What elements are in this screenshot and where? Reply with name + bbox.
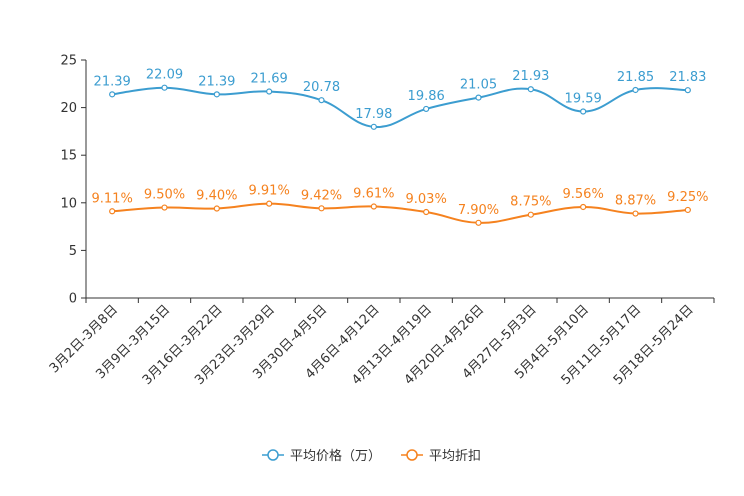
series-layer: 21.39 22.09 21.39 21.69 20.78 17.98 19.86 21.05…: [92, 68, 708, 226]
data-label: 21.05: [460, 78, 497, 93]
data-point: [527, 86, 534, 93]
series-line: [112, 86, 688, 128]
data-label: 19.59: [565, 92, 602, 107]
y-tick-label: 25: [60, 54, 77, 69]
data-label: 19.86: [408, 89, 445, 104]
series-line: [112, 202, 688, 224]
data-label: 8.87%: [615, 194, 656, 209]
y-tick-label: 15: [60, 149, 77, 164]
legend-marker: [406, 449, 418, 461]
legend-label: 平均折扣: [429, 449, 481, 464]
y-tick-label: 10: [60, 196, 77, 211]
legend: 平均价格（万） 平均折扣: [262, 448, 481, 464]
data-label: 9.25%: [667, 190, 708, 205]
data-point: [632, 210, 639, 217]
y-tick-label: 20: [60, 101, 77, 116]
data-point: [213, 205, 220, 212]
legend-item-0: 平均价格（万）: [262, 448, 381, 464]
data-label: 9.03%: [406, 192, 447, 207]
data-point: [632, 86, 639, 94]
data-point: [161, 204, 168, 211]
y-tick-label: 5: [69, 244, 77, 259]
data-point: [109, 208, 116, 215]
data-label: 9.11%: [92, 191, 133, 206]
data-point: [370, 203, 377, 210]
data-label: 9.56%: [563, 187, 604, 202]
data-point: [370, 123, 377, 130]
legend-item-1: 平均折扣: [401, 449, 481, 464]
data-point: [266, 88, 273, 95]
legend-marker: [267, 449, 279, 461]
data-label: 9.50%: [144, 188, 185, 203]
data-point: [580, 203, 587, 211]
data-label: 17.98: [355, 107, 392, 122]
data-label: 22.09: [146, 68, 183, 83]
data-label: 8.75%: [510, 195, 551, 210]
data-point: [423, 208, 430, 216]
data-point: [684, 87, 691, 94]
data-point: [684, 206, 691, 214]
data-label: 21.83: [669, 70, 706, 85]
data-point: [475, 219, 482, 226]
data-label: 21.69: [251, 72, 288, 87]
data-point: [580, 108, 587, 115]
data-label: 20.78: [303, 80, 340, 95]
data-point: [423, 105, 430, 113]
data-point: [266, 200, 273, 207]
data-point: [213, 91, 220, 98]
data-point: [318, 97, 325, 104]
data-label: 9.91%: [249, 184, 290, 199]
data-point: [527, 211, 534, 218]
data-point: [318, 205, 325, 212]
data-label: 21.39: [198, 74, 235, 89]
series-1: 9.11% 9.50% 9.40% 9.91% 9.42% 9.61% 9.03% 7.90%…: [92, 184, 708, 226]
data-label: 21.93: [512, 69, 549, 84]
axes: 05101520253月2日-3月8日3月9日-3月15日3月16日-3月22日…: [47, 54, 715, 388]
data-label: 21.39: [94, 74, 131, 89]
data-point: [475, 94, 482, 101]
data-label: 9.42%: [301, 188, 342, 203]
data-label: 9.40%: [196, 189, 237, 204]
y-tick-label: 0: [69, 292, 77, 307]
legend-label: 平均价格（万）: [290, 448, 381, 464]
data-point: [161, 84, 168, 91]
data-point: [109, 91, 116, 98]
series-0: 21.39 22.09 21.39 21.69 20.78 17.98 19.86 21.05…: [94, 68, 706, 130]
data-label: 9.61%: [353, 187, 394, 202]
data-label: 7.90%: [458, 203, 499, 218]
data-label: 21.85: [617, 70, 654, 85]
